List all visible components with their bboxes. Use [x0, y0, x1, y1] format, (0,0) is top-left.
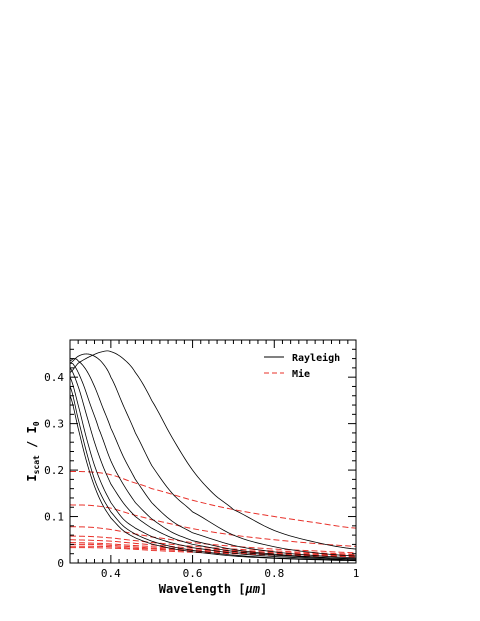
- y-axis-title-sub2: 0: [32, 421, 41, 426]
- rayleigh-curve-7: [69, 395, 357, 562]
- mie-curve-1: [69, 504, 357, 547]
- rayleigh-series: [69, 350, 357, 562]
- y-tick-label: 0: [57, 557, 64, 570]
- y-axis-title-mid: / I: [25, 426, 39, 455]
- rayleigh-curve-5: [69, 376, 357, 561]
- x-tick-label: 1: [353, 567, 360, 580]
- y-tick-label: 0.4: [44, 371, 64, 384]
- rayleigh-curve-0: [69, 350, 357, 550]
- x-axis-title-suffix: ]: [260, 582, 267, 596]
- legend: Rayleigh Mie: [264, 352, 340, 380]
- x-axis-title-unit: μm: [245, 582, 261, 596]
- mie-curve-3: [69, 535, 357, 555]
- y-axis-title-sub: scat: [32, 455, 41, 474]
- mie-curve-8: [70, 547, 357, 558]
- mie-curve-0: [69, 470, 357, 529]
- axis-ticks: 0.4 0.6 0.8 1 0 0.1 0.2 0.3 0.4: [44, 339, 360, 580]
- legend-label-rayleigh: Rayleigh: [292, 352, 340, 364]
- y-tick-label: 0.3: [44, 418, 64, 431]
- x-axis-title-prefix: Wavelength [: [159, 582, 246, 596]
- x-tick-label: 0.6: [183, 567, 203, 580]
- rayleigh-curve-4: [69, 367, 357, 560]
- mie-curve-6: [69, 543, 357, 557]
- rayleigh-curve-2: [69, 358, 357, 559]
- rayleigh-curve-1: [69, 353, 357, 557]
- x-tick-label: 0.4: [101, 567, 121, 580]
- mie-curve-7: [70, 545, 357, 557]
- legend-label-mie: Mie: [292, 368, 310, 380]
- x-axis-title: Wavelength [μm]: [159, 582, 267, 596]
- y-axis-title-main: I: [25, 474, 39, 481]
- y-tick-label: 0.1: [44, 511, 64, 524]
- x-tick-label: 0.8: [264, 567, 284, 580]
- y-axis-title: Iscat / I0: [25, 421, 41, 481]
- y-tick-label: 0.2: [44, 464, 64, 477]
- rayleigh-curve-3: [69, 362, 357, 560]
- plot-frame: [69, 339, 357, 564]
- rayleigh-curve-6: [69, 386, 357, 561]
